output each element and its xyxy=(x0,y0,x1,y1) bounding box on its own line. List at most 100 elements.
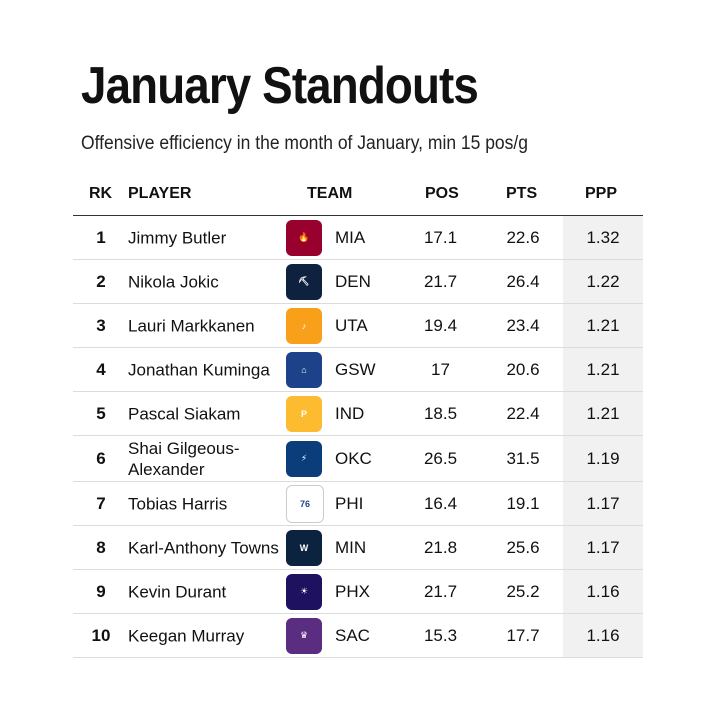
rank-cell: 4 xyxy=(96,359,106,379)
player-name-cell: Lauri Markkanen xyxy=(128,316,255,335)
player-name-cell: Jonathan Kuminga xyxy=(128,360,270,379)
thunder-logo-icon: ⚡ xyxy=(286,440,322,477)
table-header: RK PLAYER TEAM POS PTS PPP xyxy=(73,183,643,216)
page-title: January Standouts xyxy=(81,57,479,115)
pos-cell: 26.5 xyxy=(423,448,458,468)
timberwolves-logo-icon: W xyxy=(286,529,322,566)
team-cell: UTA xyxy=(335,315,368,335)
ppp-column-shade xyxy=(563,392,643,435)
table-row: 5 Pascal Siakam P IND 18.5 22.4 1.21 xyxy=(73,392,643,436)
ppp-cell: 1.21 xyxy=(586,359,620,379)
player-name-cell: Pascal Siakam xyxy=(128,404,241,423)
rank-cell: 8 xyxy=(96,537,106,557)
table-row: 10 Keegan Murray ♛ SAC 15.3 17.7 1.16 xyxy=(73,614,643,658)
rank-cell: 9 xyxy=(96,581,106,601)
pts-cell: 19.1 xyxy=(506,493,540,513)
player-name-cell: Keegan Murray xyxy=(128,626,245,645)
pos-cell: 19.4 xyxy=(423,315,458,335)
pts-cell: 26.4 xyxy=(506,271,540,291)
pos-cell: 21.7 xyxy=(423,581,458,601)
player-name-cell: Shai Gilgeous-Alexander xyxy=(128,438,240,479)
ppp-column-shade xyxy=(563,482,643,525)
header-pos: POS xyxy=(425,185,459,202)
76ers-logo-icon: 76 xyxy=(286,484,324,523)
pts-cell: 22.4 xyxy=(506,403,540,423)
suns-logo-icon: ☀ xyxy=(286,573,322,610)
table-row: 3 Lauri Markkanen ♪ UTA 19.4 23.4 1.21 xyxy=(73,304,643,348)
pts-cell: 25.2 xyxy=(506,581,540,601)
ppp-cell: 1.17 xyxy=(586,537,620,557)
pos-cell: 17 xyxy=(431,359,450,379)
pts-cell: 20.6 xyxy=(506,359,540,379)
team-cell: OKC xyxy=(335,448,372,468)
ppp-column-shade xyxy=(563,436,643,481)
jazz-logo-icon: ♪ xyxy=(286,307,322,344)
rank-cell: 2 xyxy=(96,271,106,291)
ppp-cell: 1.16 xyxy=(586,581,620,601)
header-ppp: PPP xyxy=(585,185,618,202)
pos-cell: 16.4 xyxy=(423,493,458,513)
header-rk: RK xyxy=(89,185,113,202)
page-subtitle: Offensive efficiency in the month of Jan… xyxy=(81,133,528,154)
table-row: 1 Jimmy Butler 🔥 MIA 17.1 22.6 1.32 xyxy=(73,216,643,260)
ppp-column-shade xyxy=(563,526,643,569)
pts-cell: 23.4 xyxy=(506,315,540,335)
rank-cell: 10 xyxy=(91,625,111,645)
table-row: 7 Tobias Harris 76 PHI 16.4 19.1 1.17 xyxy=(73,482,643,526)
table-row: 8 Karl-Anthony Towns W MIN 21.8 25.6 1.17 xyxy=(73,526,643,570)
team-cell: MIA xyxy=(335,227,366,247)
rank-cell: 7 xyxy=(96,493,106,513)
header-team: TEAM xyxy=(307,185,353,202)
team-cell: GSW xyxy=(335,359,376,379)
player-name-cell: Karl-Anthony Towns xyxy=(128,538,279,557)
ppp-cell: 1.17 xyxy=(586,493,620,513)
team-cell: PHX xyxy=(335,581,370,601)
ppp-cell: 1.19 xyxy=(586,448,620,468)
player-name-cell: Kevin Durant xyxy=(128,582,227,601)
table-row: 2 Nikola Jokic ⛏ DEN 21.7 26.4 1.22 xyxy=(73,260,643,304)
team-cell: SAC xyxy=(335,625,370,645)
ppp-column-shade xyxy=(563,304,643,347)
header-pts: PTS xyxy=(506,185,538,202)
table-body: 1 Jimmy Butler 🔥 MIA 17.1 22.6 1.32 2 Nikola Jok… xyxy=(73,216,643,658)
pos-cell: 15.3 xyxy=(423,625,458,645)
ppp-column-shade xyxy=(563,348,643,391)
pos-cell: 17.1 xyxy=(423,227,458,247)
table-row: 6 Shai Gilgeous-Alexander ⚡ OKC 26.5 31.5 1.19 xyxy=(73,436,643,482)
ppp-column-shade xyxy=(563,216,643,259)
heat-logo-icon: 🔥 xyxy=(286,219,322,256)
pos-cell: 21.7 xyxy=(423,271,458,291)
player-name-cell: Jimmy Butler xyxy=(128,228,227,247)
pos-cell: 21.8 xyxy=(423,537,458,557)
ppp-column-shade xyxy=(563,570,643,613)
pts-cell: 31.5 xyxy=(506,448,540,468)
table-row: 4 Jonathan Kuminga ⌂ GSW 17 20.6 1.21 xyxy=(73,348,643,392)
player-name-cell: Tobias Harris xyxy=(128,494,228,513)
rank-cell: 3 xyxy=(96,315,106,335)
ppp-cell: 1.16 xyxy=(586,625,620,645)
rank-cell: 6 xyxy=(96,448,106,468)
ppp-column-shade xyxy=(563,614,643,657)
table-row: 9 Kevin Durant ☀ PHX 21.7 25.2 1.16 xyxy=(73,570,643,614)
pos-cell: 18.5 xyxy=(423,403,458,423)
ppp-column-shade xyxy=(563,260,643,303)
team-cell: IND xyxy=(335,403,365,423)
ppp-cell: 1.21 xyxy=(586,403,620,423)
nuggets-logo-icon: ⛏ xyxy=(286,263,322,300)
ppp-cell: 1.21 xyxy=(586,315,620,335)
player-name-cell: Nikola Jokic xyxy=(128,272,219,291)
team-cell: DEN xyxy=(335,271,371,291)
team-cell: MIN xyxy=(335,537,367,557)
ppp-cell: 1.22 xyxy=(586,271,620,291)
header-player: PLAYER xyxy=(128,185,192,202)
team-cell: PHI xyxy=(335,493,364,513)
pacers-logo-icon: P xyxy=(286,395,322,432)
rank-cell: 5 xyxy=(96,403,106,423)
rank-cell: 1 xyxy=(96,227,106,247)
pts-cell: 17.7 xyxy=(506,625,540,645)
pts-cell: 22.6 xyxy=(506,227,540,247)
ppp-cell: 1.32 xyxy=(586,227,620,247)
kings-logo-icon: ♛ xyxy=(286,617,322,654)
pts-cell: 25.6 xyxy=(506,537,540,557)
warriors-logo-icon: ⌂ xyxy=(286,351,322,388)
